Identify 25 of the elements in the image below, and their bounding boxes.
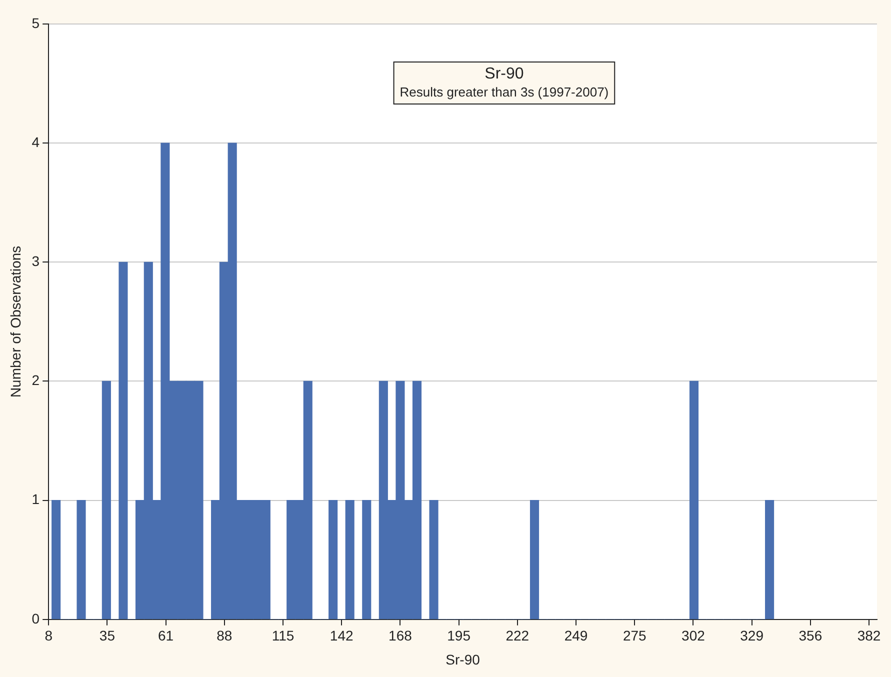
x-tick-label: 329 bbox=[740, 628, 764, 644]
x-tick-label: 222 bbox=[506, 628, 530, 644]
x-tick-label: 168 bbox=[388, 628, 412, 644]
y-tick-label: 4 bbox=[32, 134, 40, 150]
text: Results greater than 3s (1997-2007) bbox=[400, 84, 609, 100]
x-tick-label: 35 bbox=[99, 628, 116, 644]
x-tick-label: 275 bbox=[622, 628, 647, 644]
y-tick-label: 0 bbox=[32, 610, 40, 626]
x-tick-label: 302 bbox=[682, 628, 706, 644]
x-tick-label: 142 bbox=[330, 628, 354, 644]
x-tick-label: 249 bbox=[564, 628, 588, 644]
x-tick-label: 61 bbox=[158, 628, 174, 644]
x-tick-label: 382 bbox=[857, 628, 881, 644]
x-tick-label: 356 bbox=[798, 628, 822, 644]
y-axis-title: Number of Observations bbox=[7, 246, 24, 398]
text: Sr-90 bbox=[484, 65, 524, 82]
x-axis-title: Sr-90 bbox=[446, 651, 480, 668]
x-tick-label: 88 bbox=[216, 628, 232, 644]
x-tick-label: 195 bbox=[447, 628, 471, 644]
y-tick-label: 2 bbox=[32, 372, 40, 388]
y-tick-label: 1 bbox=[32, 491, 40, 508]
x-tick-label: 115 bbox=[272, 628, 294, 644]
y-tick-label: 3 bbox=[32, 253, 40, 270]
x-tick-label: 8 bbox=[44, 628, 53, 644]
y-tick-label: 5 bbox=[32, 14, 40, 31]
